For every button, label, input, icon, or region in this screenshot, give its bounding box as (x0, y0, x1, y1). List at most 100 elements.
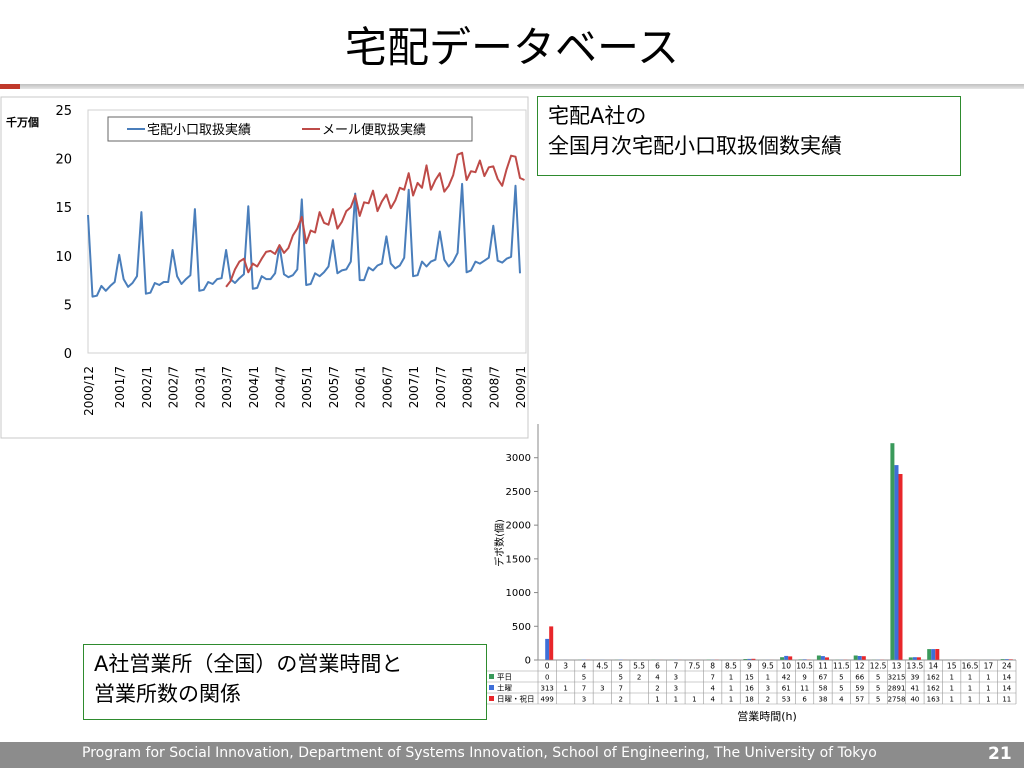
x-tick-label: 2004/1 (247, 366, 261, 408)
y-tick-label: 25 (55, 104, 72, 119)
bar (916, 657, 921, 660)
bar (861, 656, 866, 660)
table-cell: 5 (618, 674, 622, 682)
table-cell: 59 (855, 685, 864, 693)
callout-line-2: 営業所数の関係 (94, 682, 241, 706)
x-tick-label: 2000/12 (82, 366, 96, 416)
x-category-label: 4 (582, 662, 587, 671)
y-tick-label: 3000 (506, 453, 531, 464)
x-category-label: 8 (710, 662, 715, 671)
bar-chart-ylabel: デポ数(個) (493, 519, 506, 567)
table-cell: 1 (949, 696, 953, 704)
series-line-takuhai (87, 182, 521, 298)
callout-line-chart: 宅配A社の 全国月次宅配小口取扱個数実績 (537, 96, 961, 176)
table-cell: 162 (927, 674, 940, 682)
callout-bar-chart: A社営業所（全国）の営業時間と 営業所数の関係 (83, 644, 487, 720)
table-series-name: 土曜 (497, 683, 512, 693)
y-tick-label: 0 (525, 656, 531, 667)
bar-chart-xlabel: 営業時間(h) (737, 709, 797, 723)
table-cell: 3 (674, 674, 678, 682)
x-category-label: 11.5 (833, 662, 850, 671)
table-cell: 1 (968, 685, 972, 693)
table-series-name: 日曜・祝日 (497, 694, 535, 704)
bar (747, 658, 752, 660)
y-tick-label: 0 (64, 347, 72, 362)
table-cell: 1 (968, 696, 972, 704)
x-category-label: 8.5 (725, 662, 737, 671)
legend-label-takuhai: 宅配小口取扱実績 (147, 122, 251, 138)
x-category-label: 12.5 (870, 662, 887, 671)
x-tick-label: 2007/7 (434, 366, 448, 408)
x-category-label: 0 (545, 662, 550, 671)
table-cell: 1 (729, 674, 733, 682)
table-cell: 1 (949, 685, 953, 693)
bar (788, 656, 793, 660)
table-cell: 1 (729, 685, 733, 693)
table-cell: 163 (927, 696, 940, 704)
table-cell: 1 (729, 696, 733, 704)
x-tick-label: 2003/1 (193, 366, 207, 408)
footer-bar (0, 742, 1024, 768)
table-cell: 2 (637, 674, 641, 682)
bar (802, 659, 807, 660)
table-cell: 5 (876, 696, 880, 704)
table-cell: 58 (819, 685, 828, 693)
callout-line-1: A社営業所（全国）の営業時間と (94, 652, 403, 676)
x-category-label: 5 (618, 662, 623, 671)
table-cell: 61 (782, 685, 791, 693)
x-category-label: 7 (674, 662, 679, 671)
table-cell: 1 (986, 674, 990, 682)
bar (890, 443, 895, 660)
slide-title: 宅配データベース (345, 23, 679, 72)
table-cell: 15 (745, 674, 754, 682)
bar (894, 465, 899, 660)
table-cell: 1 (563, 685, 567, 693)
bar (545, 638, 550, 660)
table-legend-swatch (489, 674, 494, 679)
table-series-name: 平日 (497, 673, 512, 682)
x-tick-label: 2002/1 (140, 366, 154, 408)
y-tick-label: 10 (55, 250, 72, 265)
table-cell: 5 (839, 674, 843, 682)
table-cell: 1 (968, 674, 972, 682)
bar (898, 474, 903, 660)
y-tick-label: 2000 (506, 521, 531, 532)
y-tick-label: 1500 (506, 554, 531, 565)
table-cell: 3215 (888, 674, 906, 682)
table-cell: 7 (582, 685, 586, 693)
table-cell: 41 (910, 685, 919, 693)
table-cell: 1 (692, 696, 696, 704)
table-cell: 9 (802, 674, 806, 682)
table-cell: 2 (618, 696, 622, 704)
table-cell: 4 (655, 674, 660, 682)
table-cell: 4 (839, 696, 844, 704)
bar (743, 659, 748, 660)
bar (780, 657, 785, 660)
x-tick-label: 2005/7 (327, 366, 341, 408)
table-cell: 0 (545, 674, 549, 682)
x-category-label: 5.5 (633, 662, 645, 671)
x-category-label: 4.5 (596, 662, 608, 671)
table-cell: 66 (855, 674, 864, 682)
x-category-label: 13 (892, 662, 902, 671)
table-cell: 5 (876, 685, 880, 693)
x-category-label: 9.5 (762, 662, 774, 671)
table-cell: 7 (710, 674, 714, 682)
series-line-mail (225, 151, 525, 288)
y-tick-label: 5 (64, 298, 72, 313)
table-legend-swatch (489, 685, 494, 690)
x-tick-label: 2007/1 (407, 366, 421, 408)
table-legend-swatch (489, 696, 494, 701)
bar (784, 655, 789, 660)
x-category-label: 10.5 (796, 662, 813, 671)
bar (935, 649, 940, 660)
bar (1004, 659, 1009, 660)
y-tick-label: 15 (55, 201, 72, 216)
x-category-label: 10 (781, 662, 791, 671)
x-category-label: 3 (563, 662, 568, 671)
x-category-label: 17 (984, 662, 994, 671)
table-cell: 6 (802, 696, 807, 704)
table-cell: 14 (1002, 674, 1011, 682)
x-category-label: 11 (818, 662, 828, 671)
